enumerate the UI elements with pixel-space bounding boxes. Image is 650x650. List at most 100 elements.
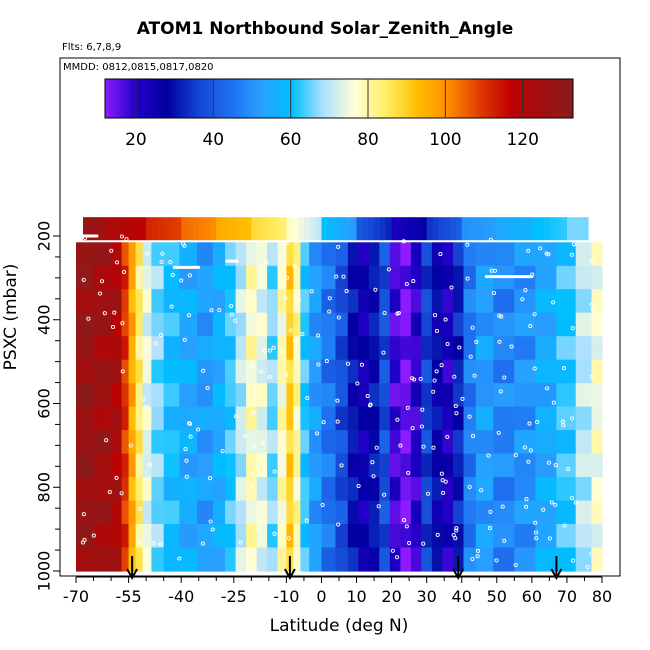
heatmap-cell	[575, 430, 593, 455]
heatmap-cell	[556, 289, 577, 314]
heatmap-cell	[379, 217, 387, 241]
track-point	[560, 419, 565, 424]
heatmap-cell	[475, 312, 494, 337]
track-point	[114, 260, 120, 265]
y-tick-label: 600	[35, 388, 54, 419]
heatmap-cell	[368, 289, 380, 314]
heatmap-cell	[139, 217, 147, 241]
heatmap-cell	[453, 500, 465, 525]
heatmap-cell	[142, 265, 152, 290]
heatmap-cell	[575, 453, 593, 478]
heatmap-cell	[591, 500, 603, 525]
track-point	[500, 504, 505, 509]
heatmap-cell	[76, 336, 95, 361]
track-point	[589, 374, 594, 379]
heatmap-cell	[286, 359, 294, 384]
heatmap-cell	[463, 453, 477, 478]
heatmap-cell	[442, 336, 454, 361]
heatmap-cell	[358, 312, 370, 337]
heatmap-cell	[76, 477, 95, 502]
heatmap-cell	[379, 430, 391, 455]
heatmap-cell	[339, 217, 346, 241]
heatmap-cell	[591, 524, 603, 549]
heatmap-cell	[400, 242, 412, 267]
track-point	[497, 339, 502, 344]
heatmap-cell	[267, 406, 279, 431]
heatmap-cell	[280, 217, 287, 241]
heatmap-cell	[93, 477, 112, 502]
heatmap-cell	[442, 453, 454, 478]
track-point	[159, 333, 164, 338]
track-point	[82, 537, 87, 542]
heatmap-cell	[556, 312, 577, 337]
flight-arrow	[452, 556, 465, 581]
heatmap-cell	[256, 406, 268, 431]
heatmap-cell	[514, 312, 536, 337]
track-point	[119, 491, 124, 496]
heatmap-cell	[286, 500, 294, 525]
heatmap-cell	[379, 477, 391, 502]
heatmap-cell	[179, 383, 198, 408]
heatmap-cell	[286, 312, 294, 337]
heatmap-cell	[257, 217, 264, 241]
track-point	[359, 362, 364, 367]
heatmap-cell	[235, 406, 247, 431]
track-point	[324, 359, 329, 364]
heatmap-cell	[475, 289, 494, 314]
heatmap-cell	[286, 242, 294, 267]
track-point	[381, 350, 386, 355]
y-tick-label: 1000	[35, 551, 54, 592]
heatmap-cell	[421, 289, 433, 314]
heatmap-cell	[556, 265, 577, 290]
track-point	[562, 523, 567, 528]
heatmap-cell	[121, 500, 130, 525]
heatmap-cell	[111, 242, 123, 267]
track-point	[523, 288, 528, 293]
track-point	[181, 241, 186, 246]
track-point	[114, 475, 119, 480]
heatmap-cell	[591, 430, 603, 455]
track-point	[488, 509, 493, 514]
track-point	[386, 267, 391, 272]
heatmap-cell	[151, 383, 165, 408]
track-point	[496, 430, 501, 435]
heatmap-cell	[368, 524, 380, 549]
track-point	[292, 338, 297, 343]
track-point	[250, 364, 255, 369]
heatmap-cell	[93, 500, 112, 525]
x-tick-label: -10	[273, 587, 299, 606]
heatmap-cell	[442, 406, 454, 431]
heatmap-cell	[321, 265, 337, 290]
track-point	[589, 258, 594, 264]
track-point	[471, 434, 476, 439]
track-point	[370, 460, 375, 465]
heatmap-cell	[442, 547, 454, 572]
track-point	[169, 304, 174, 309]
heatmap-cell	[93, 524, 112, 549]
heatmap-cell	[358, 359, 370, 384]
heatmap-cell	[442, 289, 454, 314]
heatmap-cell	[475, 359, 494, 384]
heatmap-cell	[347, 406, 359, 431]
heatmap-cell	[431, 477, 443, 502]
track-point	[502, 538, 507, 543]
heatmap-cell	[379, 453, 391, 478]
track-point	[589, 302, 594, 307]
heatmap-cell	[389, 312, 401, 337]
track-point	[110, 324, 116, 330]
heatmap-cell	[179, 242, 198, 267]
heatmap-cell	[333, 217, 340, 241]
heatmap-cell	[379, 547, 391, 572]
heatmap-cell	[556, 336, 577, 361]
heatmap-cell	[309, 359, 323, 384]
heatmap-cell	[309, 547, 323, 572]
heatmap-cell	[212, 477, 226, 502]
heatmap-cell	[455, 217, 463, 241]
heatmap-cell	[491, 217, 498, 241]
track-point	[147, 462, 153, 468]
track-point	[434, 328, 440, 334]
heatmap-cell	[179, 430, 198, 455]
heatmap-cell	[556, 477, 577, 502]
heatmap-cell	[146, 217, 153, 241]
track-point	[382, 492, 387, 497]
